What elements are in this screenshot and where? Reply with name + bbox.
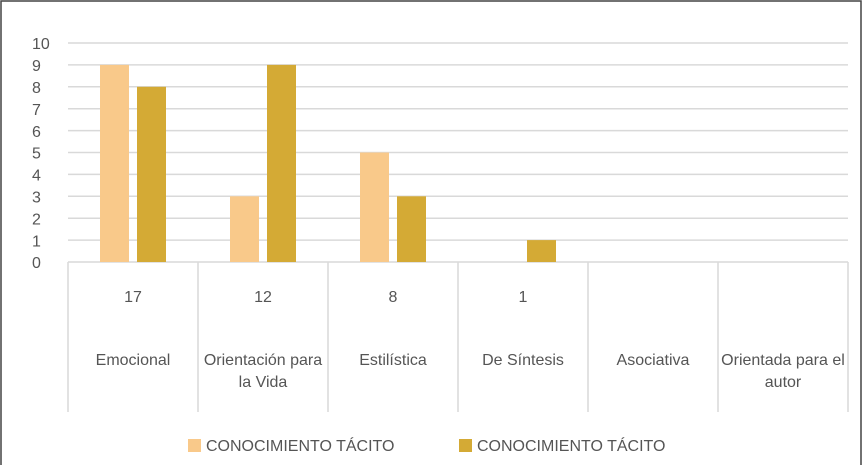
x-tick-label: Estilística <box>359 352 427 369</box>
x-tick-label: Asociativa <box>616 352 690 369</box>
bar <box>100 64 129 263</box>
legend-label: CONOCIMIENTO TÁCITO <box>477 436 665 455</box>
bar <box>397 196 426 262</box>
bar <box>137 86 166 262</box>
y-tick-label: 10 <box>32 36 50 53</box>
y-tick-label: 1 <box>32 233 41 250</box>
y-tick-label: 8 <box>32 80 41 97</box>
legend-swatch <box>459 439 472 452</box>
y-tick-label: 4 <box>32 168 41 185</box>
bar <box>527 240 556 262</box>
y-tick-label: 9 <box>32 58 41 75</box>
x-tick-label: Orientada para el autor <box>721 352 845 391</box>
category-total: 17 <box>124 289 142 306</box>
legend-swatch <box>188 439 201 452</box>
bar <box>267 64 296 263</box>
bar <box>230 196 259 262</box>
y-tick-label: 0 <box>32 255 41 272</box>
y-tick-label: 3 <box>32 190 41 207</box>
category-total: 12 <box>254 289 272 306</box>
y-tick-label: 2 <box>32 211 41 228</box>
x-tick-label: Emocional <box>95 352 171 369</box>
y-tick-label: 7 <box>32 102 41 119</box>
y-tick-label: 5 <box>32 146 41 163</box>
y-tick-label: 6 <box>32 124 41 141</box>
category-total: 8 <box>388 289 398 306</box>
legend-label: CONOCIMIENTO TÁCITO <box>206 436 394 455</box>
bar <box>360 152 389 262</box>
x-tick-label: Orientación para la Vida <box>203 352 323 391</box>
category-total: 1 <box>518 289 528 306</box>
x-tick-label: De Síntesis <box>482 352 564 369</box>
